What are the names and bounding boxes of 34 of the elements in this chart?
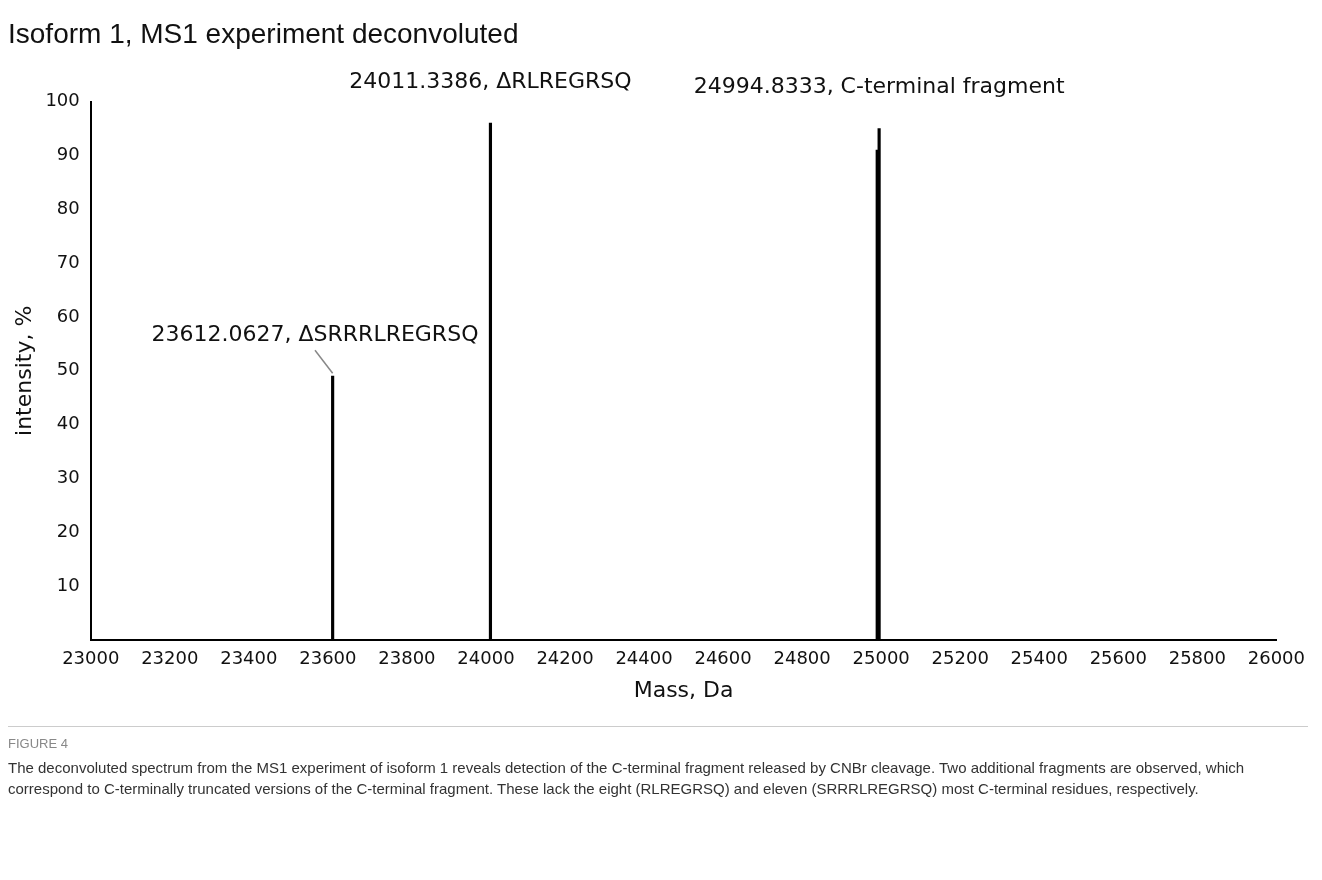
- y-tick-label: 40: [56, 412, 80, 434]
- text: The deconvoluted spectrum from the MS1 experiment of isoform 1 reveals detection of the C-terminal fragment released by CNBr cleavage. Two additional fragments are observed, which correspond to C-terminally truncated versions of the C-terminal fragment. These lack the eight (RLREGRSQ) and eleven (SRRRLREGRSQ) most C-terminal residues, respectively.: [8, 758, 1246, 800]
- x-tick-label: 24200: [536, 647, 594, 669]
- x-tick-label: 24600: [694, 647, 752, 669]
- y-tick-label: 30: [56, 466, 80, 488]
- y-tick-label: 90: [56, 143, 80, 165]
- caption: FIGURE 4: [8, 735, 69, 753]
- x-tick-label: 24000: [457, 647, 515, 669]
- y-tick-label: 70: [56, 250, 80, 272]
- x-tick-label: 24400: [615, 647, 673, 669]
- y-axis-title: intensity, %: [10, 305, 36, 436]
- y-tick-label: 50: [56, 358, 80, 380]
- annotation: 23612.0627, ΔSRRRLREGRSQ: [151, 320, 479, 346]
- x-tick-label: 25200: [931, 647, 989, 669]
- chart-title: Isoform 1, MS1 experiment deconvoluted: [8, 17, 519, 49]
- x-tick-label: 25400: [1010, 647, 1068, 669]
- annotation: 24994.8333, C-terminal fragment: [693, 73, 1065, 99]
- x-tick-label: 23000: [62, 647, 120, 669]
- annotation: 24011.3386, ΔRLREGRSQ: [349, 67, 632, 93]
- y-tick-label: 10: [56, 573, 80, 595]
- y-tick-label: 60: [56, 304, 80, 326]
- y-tick-label: 100: [45, 89, 80, 111]
- x-tick-label: 25000: [852, 647, 910, 669]
- x-tick-label: 23200: [141, 647, 199, 669]
- x-tick-label: 23400: [220, 647, 278, 669]
- x-tick-label: 23600: [299, 647, 357, 669]
- x-tick-label: 23800: [378, 647, 436, 669]
- x-tick-label: 24800: [773, 647, 831, 669]
- x-axis-title: Mass, Da: [633, 676, 734, 702]
- y-tick-label: 80: [56, 196, 80, 218]
- x-tick-label: 26000: [1247, 647, 1305, 669]
- x-tick-label: 25800: [1168, 647, 1226, 669]
- y-tick-label: 20: [56, 519, 80, 541]
- x-tick-label: 25600: [1089, 647, 1147, 669]
